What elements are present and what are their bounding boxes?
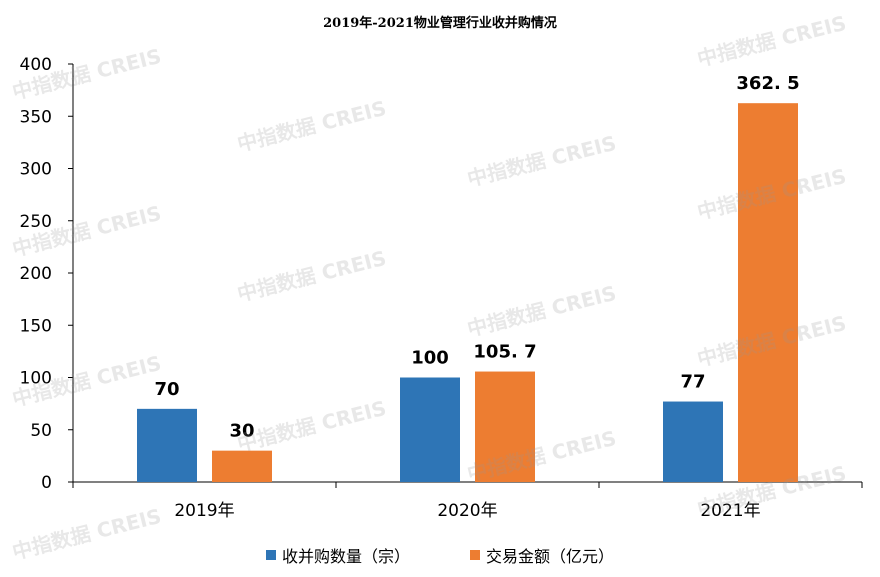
bar [475, 371, 535, 482]
legend-item-amount: 交易金额（亿元） [470, 543, 614, 567]
bar [663, 401, 723, 482]
bar [212, 450, 272, 482]
bars [137, 103, 798, 482]
y-tick-label: 250 [20, 212, 52, 232]
legend-swatch-amount [470, 550, 480, 560]
legend-swatch-count [265, 550, 276, 560]
data-label: 77 [680, 372, 705, 393]
y-tick-label: 200 [20, 264, 52, 284]
legend-item-count: 收并购数量（宗） [265, 543, 410, 567]
y-tick-label: 300 [20, 160, 52, 180]
x-tick-label: 2019年 [174, 501, 234, 521]
y-tick-label: 150 [20, 316, 52, 336]
legend-label-count: 收并购数量（宗） [281, 547, 410, 566]
axes: 0 50 100 150 200 250 300 350 400 2019年 2020年 2021年 [20, 55, 863, 521]
y-tick-label: 350 [20, 107, 52, 127]
chart-title: 2019年-2021物业管理行业收并购情况 [323, 16, 557, 31]
x-tick-label: 2021年 [700, 501, 760, 521]
bar [738, 103, 798, 482]
data-label: 105. 7 [473, 342, 536, 363]
bar [400, 377, 460, 482]
y-tick-label: 0 [41, 473, 52, 493]
labels: 70 30 100 105. 7 77 362. 5 [154, 73, 799, 441]
bar [137, 408, 197, 482]
data-label: 30 [229, 421, 254, 442]
y-tick-label: 400 [20, 55, 52, 75]
data-label: 362. 5 [736, 73, 799, 94]
legend-label-amount: 交易金额（亿元） [486, 547, 615, 566]
x-tick-label: 2020年 [437, 501, 497, 521]
data-label: 70 [154, 379, 179, 400]
y-tick-label: 100 [20, 369, 52, 389]
legend: 收并购数量（宗） 交易金额（亿元） [0, 543, 880, 567]
y-tick-label: 50 [30, 421, 52, 441]
data-label: 100 [411, 348, 449, 369]
